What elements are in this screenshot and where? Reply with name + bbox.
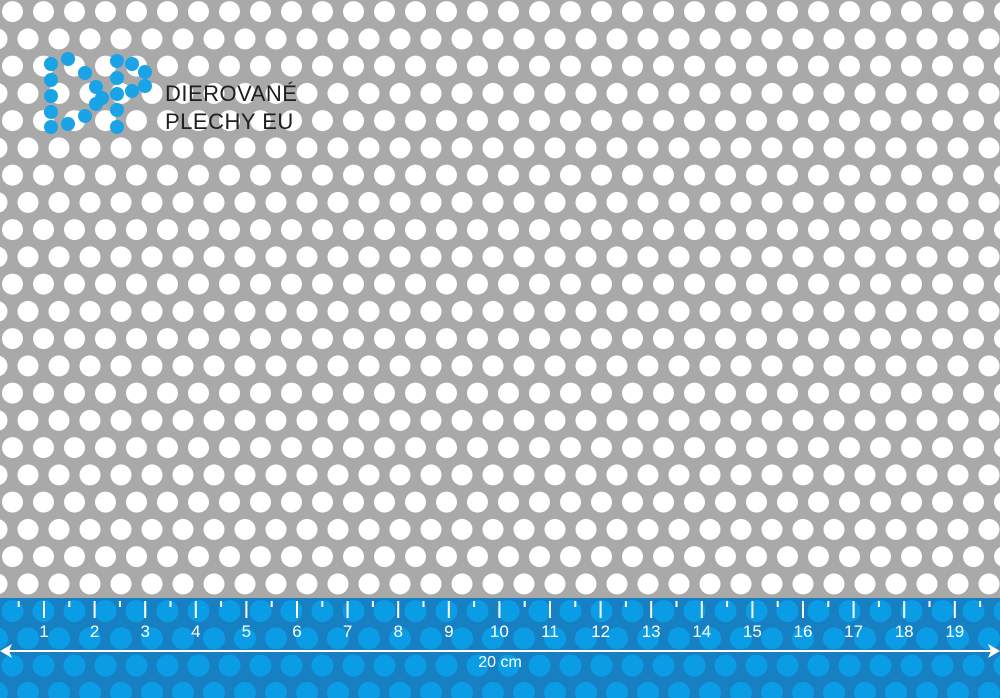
ruler-label: 7 [342,622,353,641]
logo-dot [110,54,124,68]
ruler-label: 18 [894,622,914,641]
ruler-label: 13 [641,622,661,641]
logo-dot [138,79,152,93]
ruler-label: 14 [692,622,712,641]
logo-dot [44,57,58,71]
logo-icon [44,52,152,134]
logo-dot [61,52,75,66]
ruler-label: 4 [191,622,201,641]
length-arrow [0,644,1000,658]
ruler-label: 9 [444,622,454,641]
logo-dot [138,65,152,79]
ruler-label: 10 [489,622,509,641]
ruler-label: 8 [393,622,403,641]
ruler-label: 15 [742,622,762,641]
logo-dot [44,105,58,119]
brand-line-2: PLECHY EU [165,109,294,134]
logo-dot [78,66,92,80]
ruler-label: 1 [39,622,49,641]
ruler-label: 16 [793,622,813,641]
ruler-label: 2 [89,622,100,641]
logo-dot [78,109,92,123]
brand-line-1: DIEROVANÉ [165,81,298,106]
logo-dot [44,73,58,87]
logo-dot [110,103,124,117]
ruler-label: 6 [292,622,302,641]
logo-dot [110,120,124,134]
ruler-label: 11 [541,622,559,641]
logo-dot [125,57,139,71]
logo-dot [89,80,103,94]
logo-dot [44,89,58,103]
ruler-label: 17 [844,622,864,641]
logo-dot [44,120,58,134]
brand-name: DIEROVANÉ PLECHY EU [165,80,297,136]
logo-dot [125,84,139,98]
logo-dot [110,87,124,101]
ruler-label: 3 [140,622,150,641]
ruler-ticks [17,601,982,618]
ruler-label: 5 [241,622,252,641]
logo-dot [110,71,124,85]
logo-dot [95,91,109,105]
length-label: 20 cm [478,654,522,671]
ruler-label: 19 [945,622,965,641]
logo-dot [61,117,75,131]
ruler-label: 12 [591,622,611,641]
